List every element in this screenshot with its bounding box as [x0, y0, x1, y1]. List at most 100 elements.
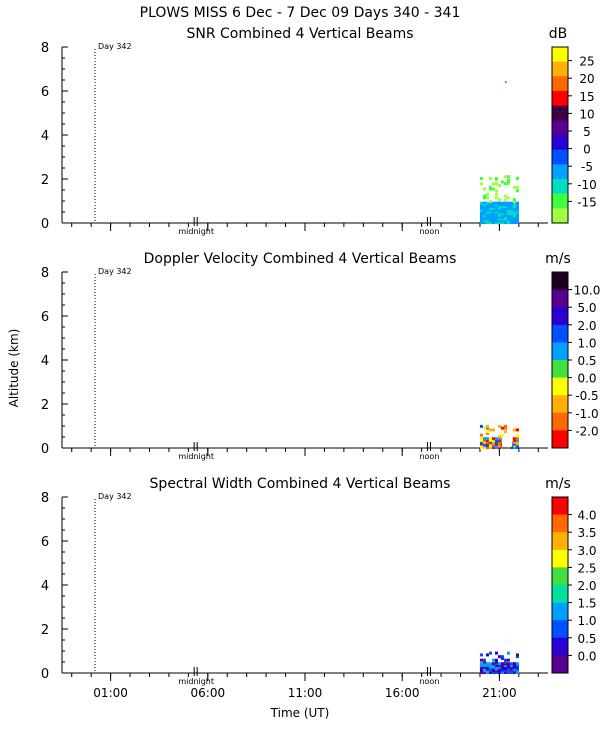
data-cell-velocity: [497, 437, 501, 441]
colorbar-segment-width: [552, 602, 568, 621]
data-cell-velocity: [485, 440, 489, 444]
data-cell-snr: [488, 221, 492, 224]
data-cell-width: [491, 669, 495, 673]
data-cell-velocity: [485, 442, 489, 446]
data-cell-snr: [500, 206, 504, 210]
data-cell-snr: [515, 221, 519, 224]
data-cell-snr: [509, 203, 513, 207]
data-cell-snr: [488, 208, 492, 212]
data-cell-snr: [515, 210, 519, 214]
data-cell-velocity: [485, 438, 489, 442]
colorbar-unit-width: m/s: [545, 476, 571, 492]
data-cell-snr: [512, 199, 516, 203]
data-cell-snr: [488, 206, 492, 210]
colorbar-tick-label-velocity: -2.0: [575, 424, 598, 438]
colorbar-tick-label-width: 2.5: [577, 561, 596, 575]
data-cell-snr: [500, 208, 504, 212]
data-cell-width: [512, 667, 516, 671]
noon-label-velocity: noon: [419, 452, 439, 461]
data-cell-width: [512, 662, 516, 666]
day-marker-label-width: Day 342: [98, 492, 132, 501]
data-cell-snr: [497, 221, 501, 224]
data-cell-snr: [479, 213, 483, 217]
data-cell-width: [479, 667, 483, 671]
data-cell-snr: [494, 182, 498, 186]
data-cell-width: [482, 660, 486, 664]
data-cell-velocity: [515, 444, 519, 448]
data-cell-width: [482, 667, 486, 671]
data-cell-width: [482, 658, 486, 662]
data-cell-snr: [494, 212, 498, 216]
data-cell-velocity: [482, 446, 486, 449]
data-cell-snr: [515, 185, 519, 189]
data-cell-snr: [494, 219, 498, 223]
data-cell-velocity: [485, 446, 489, 449]
data-cell-velocity: [512, 442, 516, 446]
data-cell-snr: [488, 215, 492, 219]
data-cell-velocity: [488, 444, 492, 448]
data-cell-snr: [497, 215, 501, 219]
data-cell-snr: [485, 221, 489, 224]
data-cell-snr: [485, 215, 489, 219]
data-cell-snr: [494, 215, 498, 219]
data-cell-snr: [485, 210, 489, 214]
data-cell-velocity: [515, 433, 519, 437]
data-cell-snr: [485, 213, 489, 217]
data-cell-width: [512, 665, 516, 669]
data-cell-snr: [497, 210, 501, 214]
data-cell-snr: [500, 221, 504, 224]
data-cell-snr: [506, 215, 510, 219]
data-cell-width: [494, 660, 498, 664]
colorbar-segment-velocity: [552, 272, 568, 291]
data-cell-velocity: [494, 440, 498, 444]
colorbar-tick-label-width: 0.5: [577, 632, 596, 646]
data-cell-snr: [491, 217, 495, 221]
data-cell-snr: [482, 212, 486, 216]
data-cell-width: [503, 665, 507, 669]
colorbar-tick-label-width: 1.0: [577, 614, 596, 628]
data-cell-velocity: [503, 446, 507, 449]
data-cell-width: [515, 669, 519, 673]
data-cell-snr: [488, 210, 492, 214]
colorbar-tick-label-width: 3.5: [577, 526, 596, 540]
data-cell-velocity: [515, 438, 519, 442]
colorbar-segment-width: [552, 532, 568, 551]
data-cell-snr: [512, 213, 516, 217]
colorbar-tick-label-velocity: 10.0: [574, 284, 600, 298]
colorbar-tick-label-width: 3.0: [577, 544, 596, 558]
data-cell-velocity: [497, 424, 501, 428]
data-cell-velocity: [500, 433, 504, 437]
data-cell-width: [506, 665, 510, 669]
data-cell-snr: [503, 212, 507, 216]
y-tick-label-velocity: 0: [41, 442, 49, 457]
y-tick-label-snr: 0: [41, 217, 49, 232]
data-cell-snr: [506, 213, 510, 217]
data-cell-width: [485, 665, 489, 669]
data-cell-width: [497, 663, 501, 667]
colorbar-tick-label-snr: 25: [579, 55, 594, 69]
data-cell-velocity: [479, 437, 483, 441]
data-cell-snr: [488, 212, 492, 216]
data-cell-width: [494, 669, 498, 673]
data-cell-width: [491, 662, 495, 666]
data-cell-snr: [479, 208, 483, 212]
data-cell-snr: [500, 180, 504, 184]
data-cell-snr: [506, 208, 510, 212]
data-cell-width: [503, 662, 507, 666]
colorbar-tick-label-velocity: -0.5: [575, 389, 598, 403]
data-cell-snr: [506, 180, 510, 184]
data-cell-width: [494, 662, 498, 666]
data-cell-velocity: [491, 446, 495, 449]
data-cell-width: [485, 671, 489, 674]
data-cell-width: [509, 671, 513, 674]
data-cell-snr: [515, 213, 519, 217]
data-cell-snr: [512, 215, 516, 219]
colorbar-segment-snr: [552, 61, 568, 77]
midnight-label-width: midnight: [178, 677, 214, 686]
data-cell-snr: [479, 203, 483, 207]
data-cell-width: [494, 665, 498, 669]
data-cell-width: [506, 662, 510, 666]
data-cell-width: [494, 667, 498, 671]
data-cell-velocity: [482, 444, 486, 448]
colorbar-tick-label-snr: 10: [579, 107, 594, 121]
